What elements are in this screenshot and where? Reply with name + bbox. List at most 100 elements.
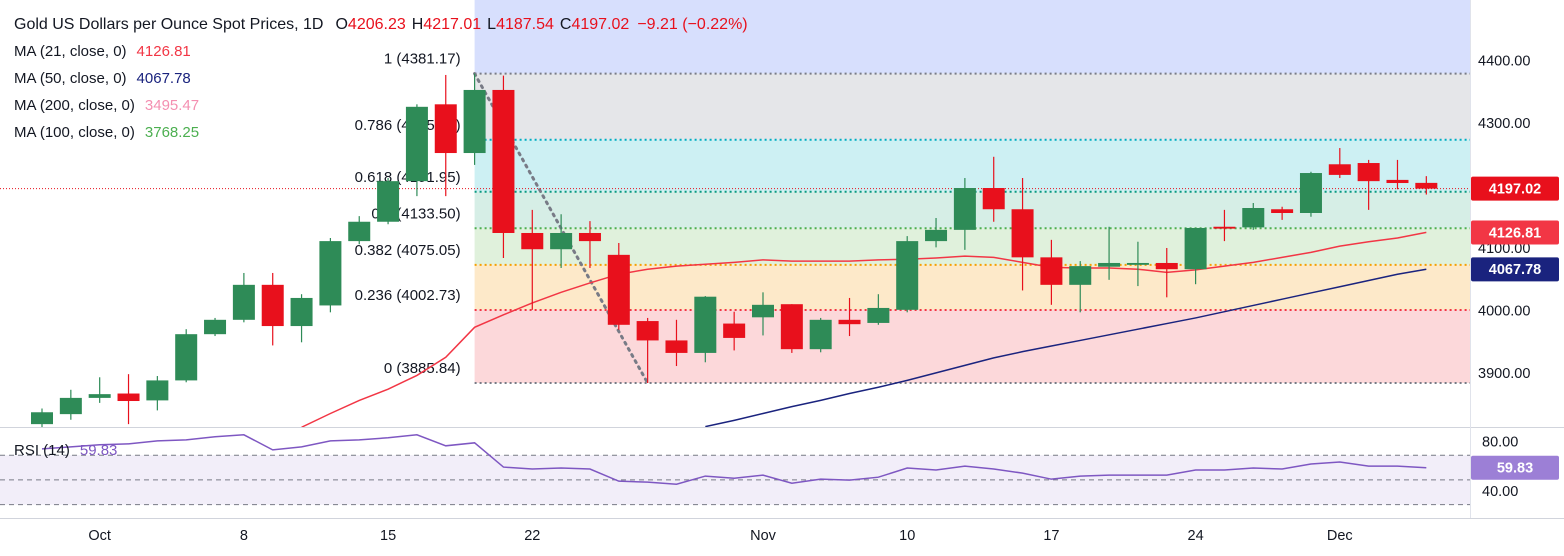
candle-body bbox=[1155, 262, 1178, 270]
candle-body bbox=[694, 296, 717, 353]
legend-item: MA (21, close, 0) 4126.81 bbox=[14, 43, 191, 60]
x-tick-label: 22 bbox=[524, 528, 540, 544]
candle-body bbox=[117, 393, 140, 402]
rsi-tag-label: 59.83 bbox=[1497, 461, 1533, 477]
candle-body bbox=[1242, 208, 1265, 228]
candle-body bbox=[1011, 209, 1034, 258]
price-tag-label: 4197.02 bbox=[1489, 181, 1541, 197]
candle-body bbox=[1213, 226, 1236, 229]
candle-body bbox=[175, 334, 198, 381]
candle-body bbox=[59, 397, 82, 415]
candle-body bbox=[405, 106, 428, 182]
legend-name: MA (200, close, 0) bbox=[14, 97, 135, 114]
x-tick-label: 10 bbox=[899, 528, 915, 544]
candle-body bbox=[636, 321, 659, 341]
candle-body bbox=[607, 254, 630, 325]
candle-body bbox=[88, 394, 111, 398]
legend-value: 4126.81 bbox=[137, 43, 191, 60]
candle-body bbox=[723, 323, 746, 338]
legend-name: MA (50, close, 0) bbox=[14, 70, 127, 87]
ohlc-value: 4206.23 bbox=[348, 16, 406, 33]
price-tag bbox=[1471, 220, 1559, 245]
rsi-line bbox=[41, 434, 1427, 486]
y-tick-label: 4300.00 bbox=[1478, 116, 1530, 132]
x-tick-label: 8 bbox=[240, 528, 248, 544]
fib-label: 0.382 (4075.05) bbox=[355, 242, 461, 259]
y-tick-label: 3900.00 bbox=[1478, 366, 1530, 382]
candle-body bbox=[1299, 173, 1322, 213]
x-tick-label: Dec bbox=[1327, 528, 1353, 544]
y-tick-label: 4100.00 bbox=[1478, 241, 1530, 257]
legend-item: MA (100, close, 0) 3768.25 bbox=[14, 124, 199, 141]
candle-body bbox=[982, 188, 1005, 210]
candle-body bbox=[1415, 182, 1438, 189]
rsi-tick-label: 40.00 bbox=[1482, 484, 1518, 500]
rsi-tag bbox=[1471, 455, 1559, 480]
legend-name: MA (21, close, 0) bbox=[14, 43, 127, 60]
candle-body bbox=[1271, 209, 1294, 213]
chart-title: Gold US Dollars per Ounce Spot Prices, 1… bbox=[14, 16, 323, 33]
candle-body bbox=[1328, 164, 1351, 175]
y-tick-label: 4400.00 bbox=[1478, 54, 1530, 70]
x-tick-label: 17 bbox=[1043, 528, 1059, 544]
fib-band bbox=[474, 264, 1470, 310]
candle-body bbox=[1069, 266, 1092, 285]
fib-label: 0 (3885.84) bbox=[384, 360, 461, 377]
legend-value: 4067.78 bbox=[137, 70, 191, 87]
ma-line bbox=[705, 268, 1427, 427]
axes: 3900.004000.004100.004200.004300.004400.… bbox=[88, 54, 1559, 544]
rsi-legend: RSI (14) 59.83 bbox=[14, 442, 117, 459]
price-tag-label: 4126.81 bbox=[1489, 225, 1541, 241]
ohlc-value: 4197.02 bbox=[571, 16, 629, 33]
candle-body bbox=[925, 229, 948, 242]
ma-line bbox=[301, 231, 1427, 427]
candle-body bbox=[578, 232, 601, 242]
ohlc-value: 4187.54 bbox=[496, 16, 554, 33]
ohlc-key: H bbox=[412, 16, 424, 33]
candle-body bbox=[348, 221, 371, 242]
fib-band bbox=[474, 228, 1470, 265]
candle-body bbox=[492, 89, 515, 233]
rsi-tick-label: 80.00 bbox=[1482, 435, 1518, 451]
candle-body bbox=[261, 284, 284, 327]
candle-body bbox=[867, 307, 890, 323]
header: Gold US Dollars per Ounce Spot Prices, 1… bbox=[14, 16, 748, 33]
ohlc-key: C bbox=[560, 16, 572, 33]
candle-body bbox=[1386, 179, 1409, 184]
candle-body bbox=[953, 188, 976, 230]
fib-label: 0.236 (4002.73) bbox=[355, 287, 461, 304]
candle-body bbox=[146, 380, 169, 401]
candle-body bbox=[1098, 262, 1121, 267]
x-tick-label: Oct bbox=[88, 528, 111, 544]
x-tick-label: 24 bbox=[1188, 528, 1204, 544]
y-tick-label: 4000.00 bbox=[1478, 304, 1530, 320]
candle-body bbox=[780, 304, 803, 350]
rsi-name: RSI (14) bbox=[14, 442, 70, 459]
candle-body bbox=[319, 241, 342, 306]
candle-body bbox=[838, 319, 861, 325]
ohlc-key: O bbox=[335, 16, 347, 33]
price-pane: 1 (4381.17)0.786 (4275.17)0.618 (4191.95… bbox=[0, 0, 1470, 427]
legend-value: 3495.47 bbox=[145, 97, 199, 114]
legend: Gold US Dollars per Ounce Spot Prices, 1… bbox=[14, 16, 748, 459]
candle-body bbox=[463, 89, 486, 154]
candle-body bbox=[290, 297, 313, 327]
rsi-value: 59.83 bbox=[80, 442, 118, 459]
price-tag-label: 4067.78 bbox=[1489, 262, 1541, 278]
candle-body bbox=[1040, 257, 1063, 285]
candle-body bbox=[896, 241, 919, 310]
candle-body bbox=[1184, 227, 1207, 270]
candle-body bbox=[550, 232, 573, 250]
price-tag bbox=[1471, 257, 1559, 282]
legend-name: MA (100, close, 0) bbox=[14, 124, 135, 141]
candle-body bbox=[521, 232, 544, 250]
legend-item: MA (200, close, 0) 3495.47 bbox=[14, 97, 199, 114]
ohlc-value: 4217.01 bbox=[423, 16, 481, 33]
ohlc-key: L bbox=[487, 16, 496, 33]
fib-label: 1 (4381.17) bbox=[384, 51, 461, 68]
candle-body bbox=[809, 319, 832, 350]
price-tag bbox=[1471, 176, 1559, 201]
candle-body bbox=[665, 340, 688, 353]
candle-body bbox=[434, 104, 457, 154]
